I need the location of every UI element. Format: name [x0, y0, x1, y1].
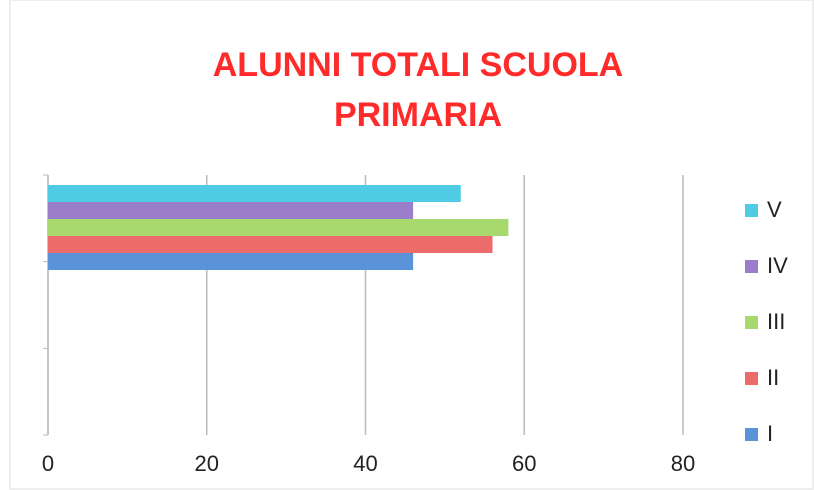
bar: [48, 253, 414, 270]
legend-label: IV: [767, 253, 788, 278]
bar: [48, 202, 414, 219]
x-tick-label: 20: [195, 451, 219, 476]
x-tick-label: 60: [512, 451, 536, 476]
legend-label: II: [767, 365, 779, 390]
frame: [9, 0, 814, 490]
x-tick-label: 80: [671, 451, 695, 476]
bar: [48, 219, 509, 236]
legend-label: III: [767, 309, 785, 334]
chart-title: ALUNNI TOTALI SCUOLA PRIMARIA: [212, 46, 624, 134]
legend-swatch: [745, 260, 758, 273]
legend-swatch: [745, 316, 758, 329]
legend-swatch: [745, 204, 758, 217]
legend-label: I: [767, 421, 773, 446]
bar: [48, 236, 493, 253]
legend-swatch: [745, 372, 758, 385]
legend-swatch: [745, 428, 758, 441]
x-tick-label: 40: [353, 451, 377, 476]
x-tick-label: 0: [42, 451, 54, 476]
bar: [48, 185, 461, 202]
legend-label: V: [767, 197, 782, 222]
